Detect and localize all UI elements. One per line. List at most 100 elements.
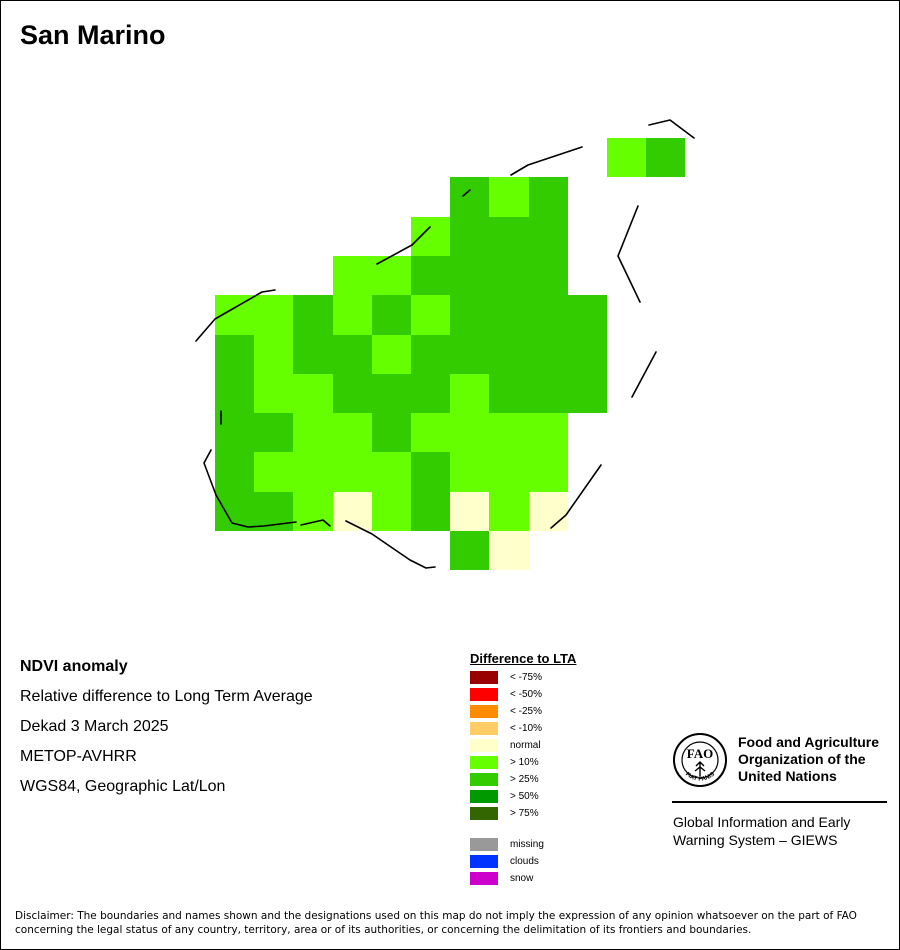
- anomaly-cell: [450, 531, 489, 570]
- legend-swatch: [470, 705, 498, 718]
- fao-name-line3: United Nations: [738, 768, 837, 784]
- fao-name-line1: Food and Agriculture: [738, 734, 880, 750]
- legend: Difference to LTA < -75% < -50% < -25% < -1…: [470, 651, 576, 888]
- anomaly-cell: [254, 335, 293, 374]
- anomaly-cell: [489, 492, 529, 531]
- anomaly-cell: [372, 492, 411, 531]
- legend-label: > 25%: [510, 774, 539, 785]
- anomaly-cell: [450, 452, 489, 492]
- legend-item: > 10%: [470, 755, 576, 772]
- anomaly-cell: [489, 335, 529, 374]
- anomaly-cell: [411, 374, 450, 413]
- anomaly-cell: [411, 217, 450, 256]
- anomaly-cell: [411, 492, 450, 531]
- legend-item: snow: [470, 871, 576, 888]
- legend-swatch: [470, 688, 498, 701]
- anomaly-grid: [215, 138, 685, 570]
- legend-label: snow: [510, 873, 534, 884]
- anomaly-cell: [411, 452, 450, 492]
- giews-name: Global Information and Early Warning Sys…: [673, 813, 888, 849]
- anomaly-cell: [489, 452, 529, 492]
- fao-seal-motto: FIAT PANIS: [684, 772, 716, 783]
- legend-item: > 25%: [470, 772, 576, 789]
- legend-label: normal: [510, 740, 541, 751]
- legend-item: > 50%: [470, 789, 576, 806]
- anomaly-cell: [411, 413, 450, 452]
- anomaly-cell: [372, 413, 411, 452]
- product-description: Relative difference to Long Term Average: [20, 688, 313, 705]
- legend-item: < -75%: [470, 670, 576, 687]
- legend-label: clouds: [510, 856, 539, 867]
- anomaly-cell: [333, 374, 372, 413]
- anomaly-cell: [529, 452, 568, 492]
- legend-item: < -10%: [470, 721, 576, 738]
- anomaly-cell: [293, 452, 333, 492]
- anomaly-cell: [529, 177, 568, 217]
- anomaly-cell: [568, 374, 607, 413]
- legend-label: > 50%: [510, 791, 539, 802]
- anomaly-cell: [254, 295, 293, 335]
- anomaly-cell: [215, 335, 254, 374]
- anomaly-cell: [372, 374, 411, 413]
- product-period: Dekad 3 March 2025: [20, 718, 169, 735]
- product-projection: WGS84, Geographic Lat/Lon: [20, 778, 226, 795]
- anomaly-cell: [450, 413, 489, 452]
- legend-item: < -25%: [470, 704, 576, 721]
- legend-label: < -10%: [510, 723, 542, 734]
- fao-name: Food and Agriculture Organization of the…: [738, 734, 898, 785]
- map-info: NDVI anomaly Relative difference to Long…: [20, 656, 313, 806]
- legend-swatch: [470, 722, 498, 735]
- legend-title: Difference to LTA: [470, 651, 577, 666]
- legend-swatch: [470, 790, 498, 803]
- giews-line1: Global Information and Early: [673, 814, 851, 830]
- anomaly-cell: [489, 217, 529, 256]
- legend-item: missing: [470, 837, 576, 854]
- anomaly-cell: [646, 138, 685, 177]
- anomaly-cell: [568, 335, 607, 374]
- anomaly-cell: [333, 256, 372, 295]
- legend-swatch: [470, 807, 498, 820]
- country-boundary: [195, 119, 695, 569]
- anomaly-cell: [293, 413, 333, 452]
- anomaly-cell: [215, 452, 254, 492]
- anomaly-cell: [411, 335, 450, 374]
- anomaly-cell: [529, 374, 568, 413]
- product-sensor: METOP-AVHRR: [20, 748, 137, 765]
- anomaly-cell: [333, 452, 372, 492]
- anomaly-cell: [450, 492, 489, 531]
- disclaimer: Disclaimer: The boundaries and names sho…: [15, 910, 857, 936]
- anomaly-cell: [450, 295, 489, 335]
- anomaly-cell: [450, 217, 489, 256]
- legend-extra: missing clouds snow: [470, 837, 576, 888]
- anomaly-cell: [489, 531, 529, 570]
- anomaly-cell: [293, 492, 333, 531]
- divider: [672, 801, 887, 803]
- anomaly-cell: [529, 492, 568, 531]
- legend-swatch: [470, 773, 498, 786]
- anomaly-cell: [254, 452, 293, 492]
- anomaly-cell: [529, 256, 568, 295]
- legend-item: > 75%: [470, 806, 576, 823]
- anomaly-cell: [529, 217, 568, 256]
- anomaly-cell: [529, 295, 568, 335]
- legend-item: < -50%: [470, 687, 576, 704]
- legend-swatch: [470, 671, 498, 684]
- anomaly-cell: [254, 413, 293, 452]
- anomaly-cell: [529, 335, 568, 374]
- anomaly-cell: [489, 295, 529, 335]
- anomaly-cell: [450, 177, 489, 217]
- legend-label: > 75%: [510, 808, 539, 819]
- anomaly-cell: [333, 413, 372, 452]
- legend-item: clouds: [470, 854, 576, 871]
- fao-name-line2: Organization of the: [738, 751, 866, 767]
- anomaly-cell: [372, 295, 411, 335]
- anomaly-cell: [450, 335, 489, 374]
- legend-swatch: [470, 739, 498, 752]
- anomaly-cell: [489, 413, 529, 452]
- anomaly-cell: [254, 374, 293, 413]
- anomaly-cell: [529, 413, 568, 452]
- anomaly-cell: [215, 492, 254, 531]
- anomaly-cell: [372, 335, 411, 374]
- ndvi-map: [195, 119, 695, 570]
- legend-label: < -25%: [510, 706, 542, 717]
